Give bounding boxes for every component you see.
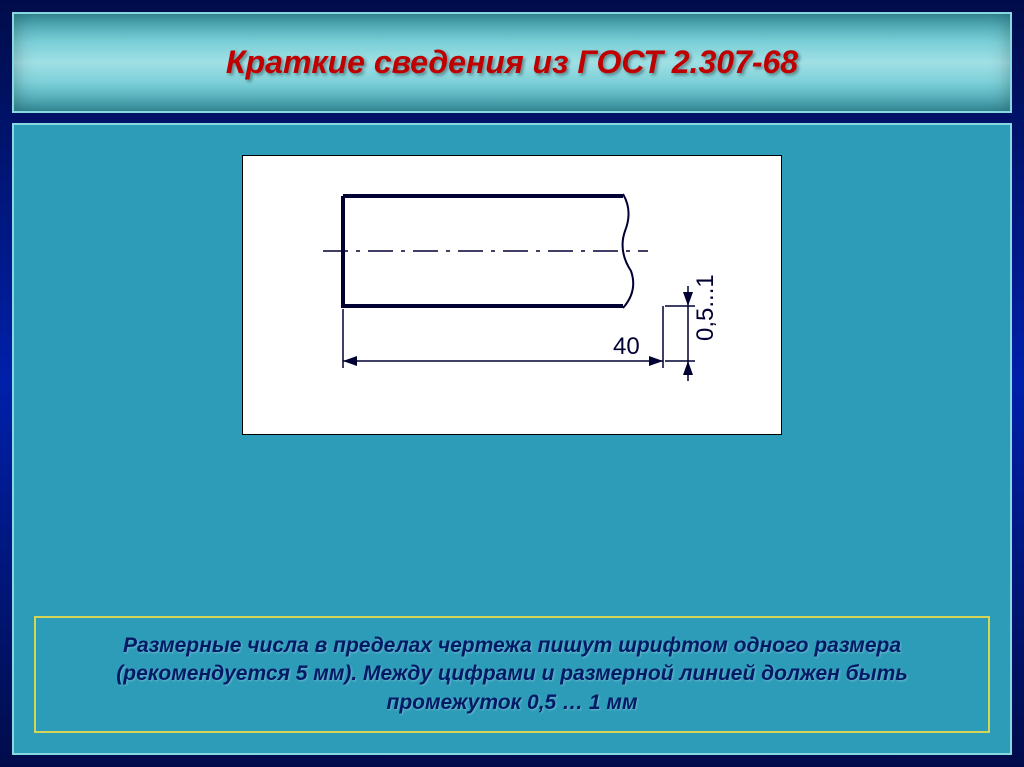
technical-drawing: 40 0,5...1 xyxy=(242,155,782,435)
title-panel: Краткие сведения из ГОСТ 2.307-68 xyxy=(12,12,1012,113)
arrow-right xyxy=(649,356,663,366)
caption-panel: Размерные числа в пределах чертежа пишут… xyxy=(34,616,990,733)
dimension-value: 40 xyxy=(613,333,640,360)
gap-value: 0,5...1 xyxy=(692,274,719,341)
slide-container: Краткие сведения из ГОСТ 2.307-68 40 xyxy=(12,12,1012,755)
gap-arrow-bottom xyxy=(683,361,693,375)
caption-text: Размерные числа в пределах чертежа пишут… xyxy=(54,632,970,717)
content-panel: 40 0,5...1 Размерные числа в пределах че… xyxy=(12,123,1012,755)
arrow-left xyxy=(343,356,357,366)
slide-title: Краткие сведения из ГОСТ 2.307-68 xyxy=(34,44,990,81)
